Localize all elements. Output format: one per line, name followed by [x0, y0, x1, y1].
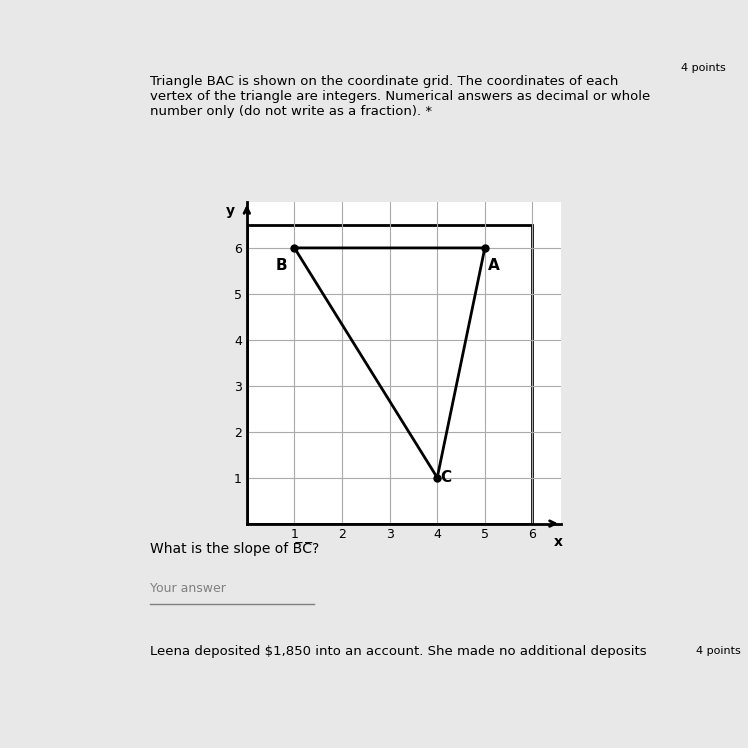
Text: 4 points: 4 points: [681, 63, 726, 73]
Text: y: y: [226, 204, 235, 218]
Text: B: B: [275, 258, 287, 273]
Text: Leena deposited $1,850 into an account. She made no additional deposits: Leena deposited $1,850 into an account. …: [150, 645, 646, 657]
Text: 4 points: 4 points: [696, 646, 741, 656]
Text: C: C: [441, 470, 451, 485]
Text: Your answer: Your answer: [150, 582, 225, 595]
Text: What is the slope of B̅C̅?: What is the slope of B̅C̅?: [150, 542, 319, 556]
Text: x: x: [554, 535, 563, 549]
Text: Triangle BAC is shown on the coordinate grid. The coordinates of each
vertex of : Triangle BAC is shown on the coordinate …: [150, 75, 650, 117]
Text: A: A: [488, 258, 499, 273]
